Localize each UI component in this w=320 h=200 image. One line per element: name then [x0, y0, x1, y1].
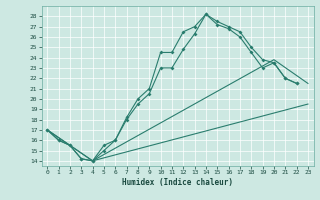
X-axis label: Humidex (Indice chaleur): Humidex (Indice chaleur) [122, 178, 233, 187]
